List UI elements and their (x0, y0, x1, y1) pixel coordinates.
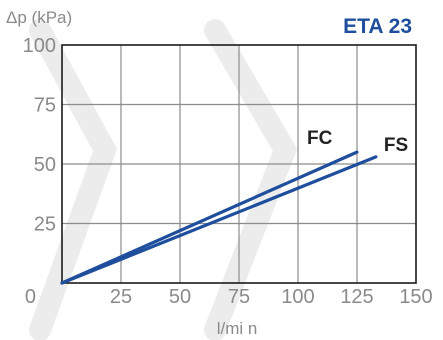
y-tick-label: 25 (34, 214, 56, 236)
grid (62, 45, 416, 283)
chart-title: ETA 23 (343, 15, 412, 38)
y-tick-label: 50 (34, 154, 56, 176)
series-line-fs (60, 155, 378, 285)
x-tick-labels: 25 50 75 100 125 150 (110, 286, 433, 308)
y-tick-label: 100 (23, 35, 56, 57)
x-tick-label: 75 (228, 286, 250, 308)
watermark (29, 19, 298, 340)
plot-frame (61, 44, 417, 284)
y-axis-label: Δp (kPa) (6, 8, 72, 27)
y-tick-label: 75 (34, 95, 56, 117)
x-tick-label: 100 (281, 286, 314, 308)
series-label-fc: FC (307, 128, 333, 149)
series-layer: FC FS (60, 128, 408, 285)
y-tick-label: 0 (25, 286, 36, 308)
x-axis-label: l/mi n (217, 319, 258, 338)
x-tick-label: 150 (399, 286, 432, 308)
x-tick-label: 50 (169, 286, 191, 308)
series-line-fc (60, 150, 359, 285)
series-label-fs: FS (384, 135, 408, 156)
y-tick-labels: 0 25 50 75 100 (23, 35, 56, 308)
x-tick-label: 125 (340, 286, 373, 308)
x-tick-label: 25 (110, 286, 132, 308)
